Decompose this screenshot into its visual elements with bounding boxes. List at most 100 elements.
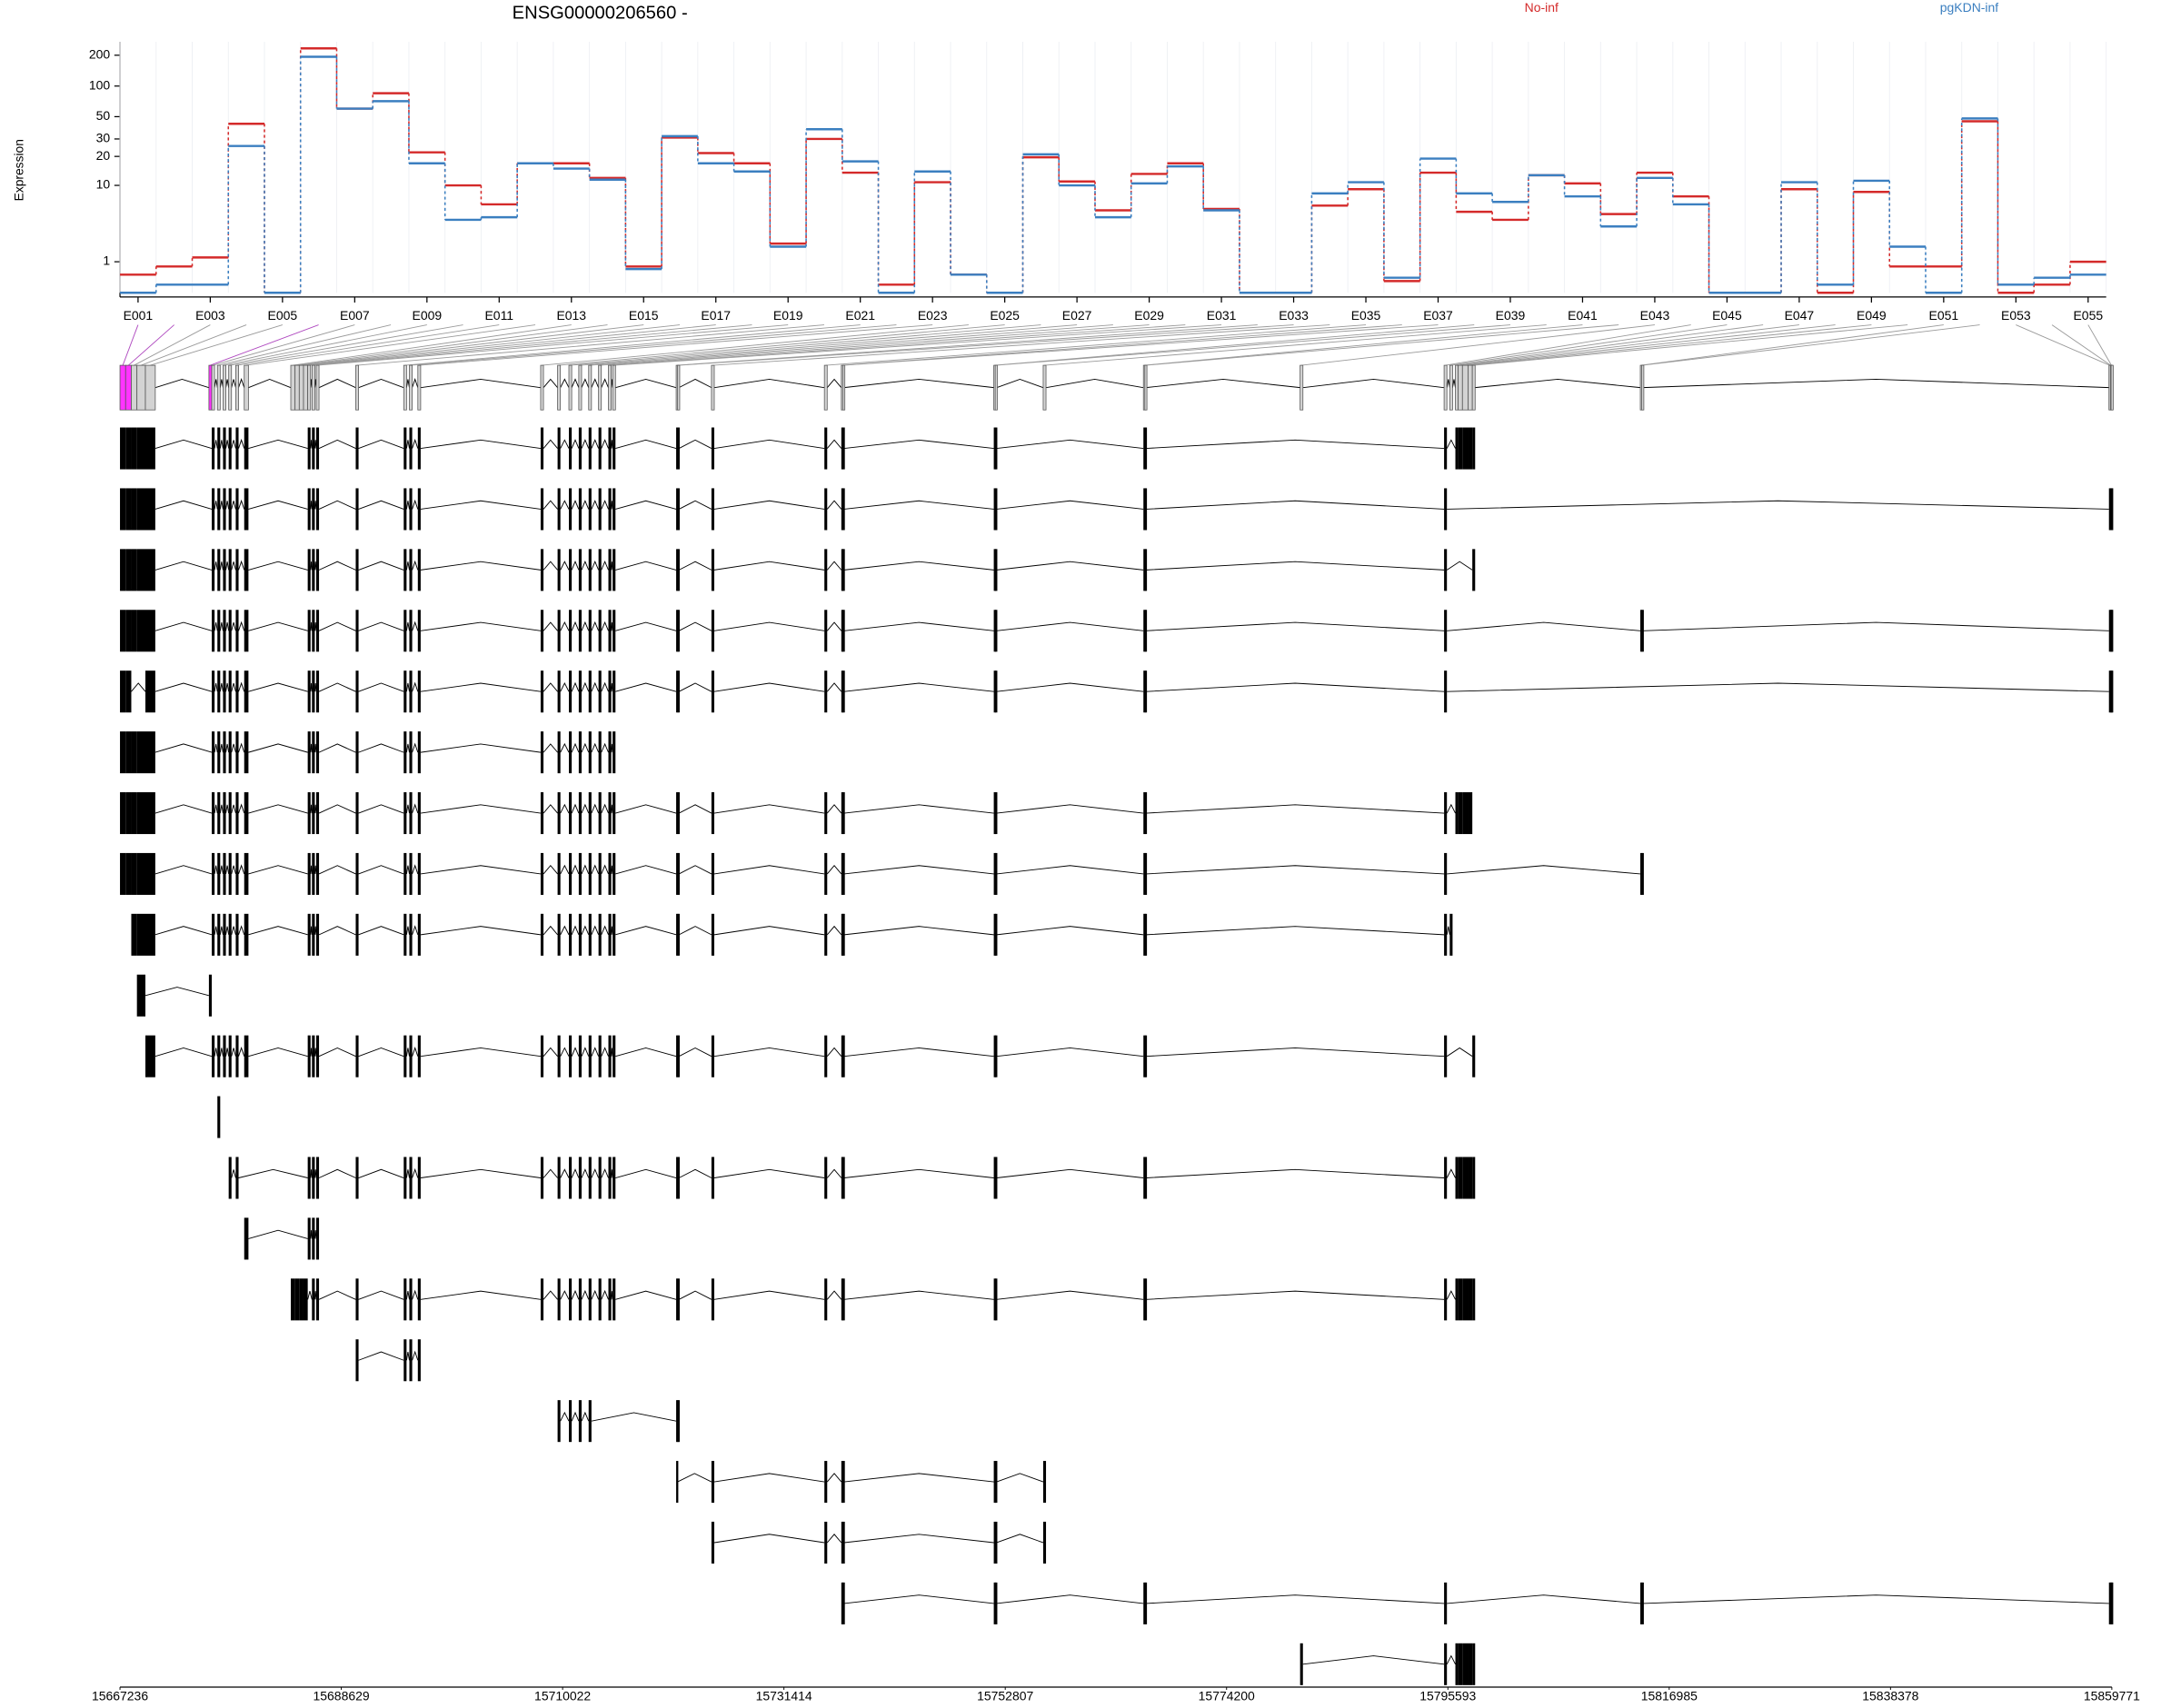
gene-exon <box>403 364 407 411</box>
transcript-exon <box>841 1582 844 1624</box>
transcript-exon <box>136 610 145 652</box>
intron <box>611 1169 613 1178</box>
gene-exon <box>124 364 132 411</box>
intron <box>412 1167 419 1178</box>
transcript-exon <box>144 670 155 713</box>
transcript-exon <box>1144 1582 1148 1624</box>
transcript-exon <box>540 731 544 774</box>
transcript-exon <box>1444 1157 1448 1199</box>
transcript-exon <box>212 852 215 895</box>
intron <box>996 439 1144 450</box>
transcript-exon <box>244 610 249 652</box>
transcript-exon <box>995 1461 998 1504</box>
transcript-exon <box>993 1461 996 1504</box>
intron <box>615 926 677 936</box>
x-tick-label: E025 <box>990 308 1020 323</box>
x-tick-label: E043 <box>1640 308 1670 323</box>
exon-connector <box>542 324 969 366</box>
transcript-exon <box>315 670 320 713</box>
intron <box>231 926 236 935</box>
intron <box>601 925 609 936</box>
gene-exon <box>588 364 593 411</box>
transcript-exon <box>223 610 226 652</box>
intron <box>238 925 245 936</box>
gene-exon <box>303 364 309 411</box>
transcript-exon <box>125 670 132 713</box>
transcript-exon <box>217 852 221 895</box>
exon-connector <box>1301 324 1655 366</box>
intron <box>310 682 313 692</box>
exon-connector <box>590 324 1113 366</box>
x-tick-label: E019 <box>773 308 803 323</box>
transcript-exon <box>578 427 582 470</box>
intron <box>238 864 245 875</box>
gene-exon <box>136 364 146 411</box>
intron <box>412 438 419 449</box>
exon-connector <box>218 324 392 366</box>
transcript-exon <box>217 1035 221 1077</box>
transcript-exon <box>228 549 232 591</box>
intron <box>713 865 825 875</box>
intron <box>843 1473 994 1483</box>
intron <box>420 926 542 936</box>
intron <box>358 500 404 510</box>
exon-connector <box>1450 324 1728 366</box>
transcript-exon <box>569 792 573 835</box>
intron <box>678 621 712 631</box>
intron <box>1302 1655 1445 1665</box>
intron <box>678 865 712 875</box>
intron <box>1302 378 1445 389</box>
transcript-exon <box>136 974 145 1017</box>
transcript-exon <box>569 1278 573 1321</box>
intron <box>611 561 613 571</box>
transcript-exon <box>2108 670 2112 713</box>
transcript-exon <box>417 1339 421 1382</box>
transcript-exon <box>299 1278 304 1321</box>
gene-exon <box>294 364 300 411</box>
intron <box>713 1473 825 1483</box>
gene-exon <box>2110 364 2114 411</box>
x-tick-label: E035 <box>1351 308 1381 323</box>
transcript-exon <box>136 731 145 774</box>
transcript-exon <box>588 1035 592 1077</box>
transcript-exon <box>540 610 544 652</box>
intron <box>543 804 558 814</box>
transcript-exon <box>824 610 828 652</box>
transcript-exon <box>307 427 311 470</box>
y-tick-label: 1 <box>103 253 110 268</box>
intron <box>543 378 558 388</box>
intron <box>310 1048 313 1057</box>
intron <box>214 622 218 631</box>
x-tick-label: E053 <box>2001 308 2031 323</box>
exon-connector <box>309 324 716 366</box>
transcript-exon <box>417 1157 421 1199</box>
genome-tick-label: 15752807 <box>977 1688 1033 1703</box>
transcript-exon <box>578 1035 582 1077</box>
transcript-exon <box>312 549 315 591</box>
intron <box>581 500 590 510</box>
genome-tick-label: 15816985 <box>1641 1688 1698 1703</box>
gene-exon <box>1468 364 1473 411</box>
intron <box>238 621 245 631</box>
intron <box>826 1290 842 1300</box>
transcript-exon <box>842 1582 845 1624</box>
intron <box>843 682 994 692</box>
exon-connector <box>995 324 1511 366</box>
intron <box>154 926 213 936</box>
transcript-exon <box>569 731 573 774</box>
intron <box>826 1534 842 1544</box>
transcript-exon <box>409 610 413 652</box>
intron <box>560 1047 570 1057</box>
intron <box>581 439 590 449</box>
intron <box>678 500 712 510</box>
intron <box>405 379 410 388</box>
intron <box>154 378 210 389</box>
gene-exon <box>1042 364 1047 411</box>
intron <box>358 1047 404 1058</box>
transcript-exon <box>120 488 126 531</box>
transcript-exon <box>557 488 561 531</box>
transcript-exon <box>676 610 679 652</box>
intron <box>420 865 542 875</box>
intron <box>615 1290 677 1300</box>
intron <box>225 440 230 449</box>
